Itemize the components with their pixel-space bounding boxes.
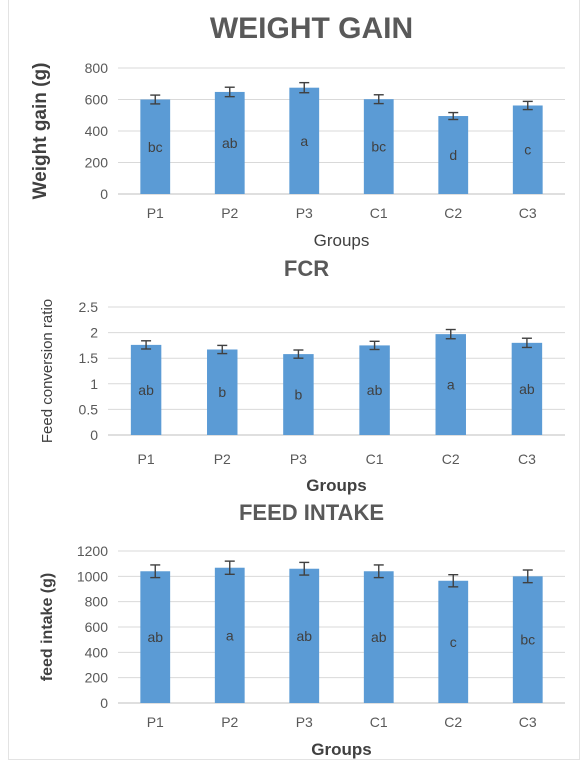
- x-tick-label: P2: [221, 714, 238, 730]
- bar-data-label: ab: [519, 381, 535, 397]
- y-tick-label: 0.5: [79, 401, 99, 417]
- bar: [283, 354, 314, 435]
- y-tick-label: 0: [100, 695, 108, 711]
- x-tick-label: P3: [296, 714, 313, 730]
- y-axis-label: Feed conversion ratio: [39, 299, 56, 443]
- x-tick-label: C3: [518, 451, 536, 467]
- bar: [214, 91, 245, 194]
- x-tick-label: C3: [519, 714, 537, 730]
- y-tick-label: 600: [85, 619, 109, 635]
- bar: [512, 105, 543, 194]
- y-tick-label: 2: [90, 325, 98, 341]
- bar-data-label: ab: [138, 382, 154, 398]
- bar: [289, 568, 320, 703]
- x-tick-label: C1: [366, 451, 384, 467]
- y-tick-label: 0: [100, 186, 108, 202]
- bar-data-label: bc: [371, 139, 386, 155]
- y-tick-label: 1000: [77, 568, 108, 584]
- x-tick-label: P3: [290, 451, 307, 467]
- bar-data-label: a: [447, 377, 455, 393]
- figure-frame: [8, 0, 580, 760]
- x-tick-label: C3: [519, 205, 537, 221]
- y-tick-label: 0: [90, 427, 98, 443]
- x-axis-label: Groups: [306, 476, 366, 495]
- y-tick-label: 1: [90, 376, 98, 392]
- y-tick-label: 2.5: [79, 299, 99, 315]
- bar: [511, 342, 543, 435]
- bar-data-label: bc: [148, 139, 163, 155]
- bar-data-label: c: [524, 142, 531, 158]
- y-tick-label: 1.5: [79, 350, 99, 366]
- x-tick-label: P1: [147, 714, 164, 730]
- bar-data-label: bc: [520, 632, 535, 648]
- y-tick-label: 400: [85, 123, 109, 139]
- chart-title: FCR: [284, 256, 329, 281]
- bar: [435, 334, 466, 435]
- y-tick-label: 800: [85, 60, 109, 76]
- x-axis-label: Groups: [311, 740, 371, 759]
- x-tick-label: C2: [444, 714, 462, 730]
- y-tick-label: 200: [85, 670, 109, 686]
- x-tick-label: P3: [296, 205, 313, 221]
- chart-panel-3: FEED INTAKE 0 200 400 600 800 1000 1200 feed int…: [39, 500, 565, 759]
- bar: [363, 571, 394, 703]
- bar-data-label: a: [226, 627, 234, 643]
- y-tick-label: 800: [85, 594, 109, 610]
- x-tick-label: C1: [370, 714, 388, 730]
- x-axis-label: Groups: [314, 231, 370, 250]
- bar: [207, 349, 238, 435]
- bar-data-label: ab: [147, 629, 163, 645]
- bar: [363, 99, 394, 194]
- y-tick-label: 600: [85, 92, 109, 108]
- y-axis-label: Weight gain (g): [30, 63, 51, 200]
- bar-data-label: b: [218, 384, 226, 400]
- bar-data-label: ab: [371, 629, 387, 645]
- bar-data-label: ab: [296, 628, 312, 644]
- bar: [214, 567, 245, 703]
- bar: [140, 571, 171, 703]
- chart-title: WEIGHT GAIN: [210, 12, 413, 45]
- x-tick-label: C1: [370, 205, 388, 221]
- x-tick-label: C2: [442, 451, 460, 467]
- bar: [289, 87, 320, 194]
- y-axis-label: feed intake (g): [39, 573, 56, 681]
- bar: [130, 344, 162, 435]
- bar-data-label: a: [300, 133, 308, 149]
- y-tick-label: 200: [85, 155, 109, 171]
- bar: [140, 99, 171, 194]
- bar-data-label: d: [449, 147, 457, 163]
- y-tick-label: 1200: [77, 543, 108, 559]
- x-tick-label: P2: [221, 205, 238, 221]
- x-tick-label: P1: [138, 451, 155, 467]
- y-tick-label: 400: [85, 644, 109, 660]
- bar: [438, 580, 469, 703]
- bar-data-label: b: [295, 387, 303, 403]
- bar-data-label: c: [450, 634, 457, 650]
- bar-data-label: ab: [222, 135, 238, 151]
- chart-panel-1: WEIGHT GAIN 0 200 400 600 800 Weight gain (g) b…: [30, 12, 565, 250]
- chart-title: FEED INTAKE: [239, 500, 384, 525]
- x-tick-label: P2: [214, 451, 231, 467]
- x-tick-label: C2: [444, 205, 462, 221]
- bar: [438, 116, 469, 194]
- bar: [512, 576, 543, 703]
- x-tick-label: P1: [147, 205, 164, 221]
- bar: [359, 345, 390, 435]
- bar-data-label: ab: [367, 382, 383, 398]
